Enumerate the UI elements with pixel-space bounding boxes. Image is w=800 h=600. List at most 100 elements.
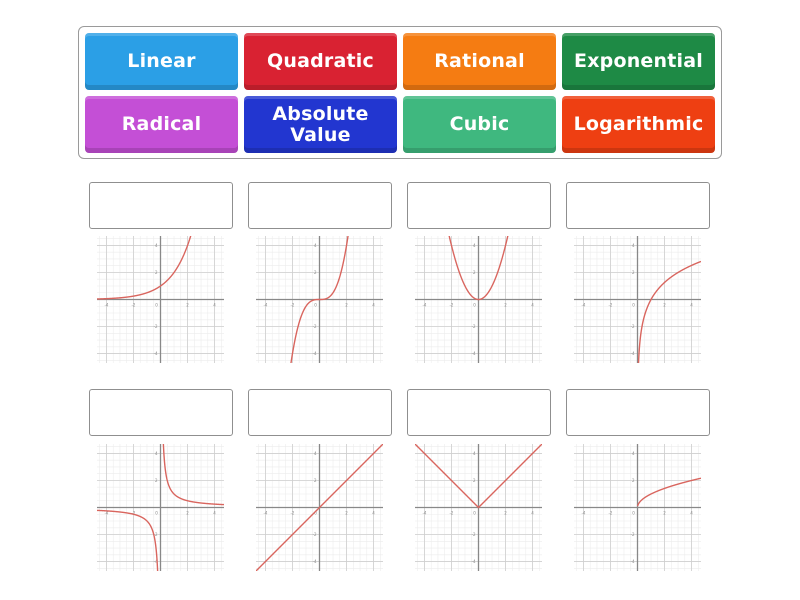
svg-text:-4: -4 <box>422 511 426 516</box>
svg-text:2: 2 <box>314 270 317 275</box>
svg-text:-4: -4 <box>263 511 267 516</box>
graph-linear: -4 -4 -2 -2 0 2 2 4 4 <box>256 444 383 571</box>
svg-text:2: 2 <box>155 478 158 483</box>
tile-exponential[interactable]: Exponential <box>562 33 715 90</box>
svg-text:-2: -2 <box>449 511 453 516</box>
graph-quadratic: -4 -4 -2 -2 0 2 2 4 4 <box>415 236 542 363</box>
svg-text:-2: -2 <box>313 324 317 329</box>
svg-text:2: 2 <box>186 303 189 308</box>
svg-text:4: 4 <box>632 243 635 248</box>
svg-text:-4: -4 <box>154 351 158 356</box>
drop-zone-5[interactable] <box>89 389 233 436</box>
svg-text:2: 2 <box>632 478 635 483</box>
svg-text:-4: -4 <box>104 303 108 308</box>
tile-cubic[interactable]: Cubic <box>403 96 556 153</box>
svg-text:4: 4 <box>213 511 216 516</box>
svg-text:-4: -4 <box>581 511 585 516</box>
svg-text:-2: -2 <box>154 324 158 329</box>
svg-text:2: 2 <box>473 270 476 275</box>
svg-text:-4: -4 <box>104 511 108 516</box>
svg-text:-2: -2 <box>472 532 476 537</box>
svg-text:2: 2 <box>314 478 317 483</box>
svg-text:4: 4 <box>314 243 317 248</box>
svg-text:-2: -2 <box>449 303 453 308</box>
svg-text:-2: -2 <box>131 303 135 308</box>
svg-text:0: 0 <box>473 511 476 516</box>
tile-quadratic[interactable]: Quadratic <box>244 33 397 90</box>
svg-text:-4: -4 <box>422 303 426 308</box>
tile-label: Exponential <box>574 50 703 72</box>
svg-text:4: 4 <box>473 243 476 248</box>
svg-text:-2: -2 <box>131 511 135 516</box>
drop-zone-7[interactable] <box>407 389 551 436</box>
svg-text:2: 2 <box>504 511 507 516</box>
svg-text:-2: -2 <box>472 324 476 329</box>
graph-radical: -4 -4 -2 -2 0 2 2 4 4 <box>574 444 701 571</box>
svg-text:0: 0 <box>473 303 476 308</box>
svg-text:0: 0 <box>632 511 635 516</box>
graph-absolute-value: -4 -4 -2 -2 0 2 2 4 4 <box>415 444 542 571</box>
svg-text:2: 2 <box>663 511 666 516</box>
svg-text:2: 2 <box>473 478 476 483</box>
svg-text:0: 0 <box>155 303 158 308</box>
drop-zone-4[interactable] <box>566 182 710 229</box>
svg-text:0: 0 <box>314 511 317 516</box>
svg-text:-2: -2 <box>631 532 635 537</box>
svg-text:4: 4 <box>372 303 375 308</box>
tile-label: Absolute Value <box>272 102 369 146</box>
svg-text:2: 2 <box>504 303 507 308</box>
svg-text:-4: -4 <box>472 351 476 356</box>
svg-text:4: 4 <box>690 303 693 308</box>
svg-text:-4: -4 <box>263 303 267 308</box>
svg-text:4: 4 <box>632 451 635 456</box>
svg-text:2: 2 <box>632 270 635 275</box>
svg-text:2: 2 <box>345 303 348 308</box>
svg-text:4: 4 <box>690 511 693 516</box>
svg-text:-4: -4 <box>313 559 317 564</box>
drop-zone-2[interactable] <box>248 182 392 229</box>
svg-text:0: 0 <box>155 511 158 516</box>
tile-label: Cubic <box>449 113 510 135</box>
svg-text:0: 0 <box>632 303 635 308</box>
svg-text:-4: -4 <box>154 559 158 564</box>
svg-text:-2: -2 <box>608 303 612 308</box>
graph-rational: -4 -4 -2 -2 0 2 2 4 4 <box>97 444 224 571</box>
drop-zone-8[interactable] <box>566 389 710 436</box>
svg-text:0: 0 <box>314 303 317 308</box>
graph-logarithmic: -4 -4 -2 -2 0 2 2 4 4 <box>574 236 701 363</box>
drop-zone-3[interactable] <box>407 182 551 229</box>
tile-radical[interactable]: Radical <box>85 96 238 153</box>
svg-text:-2: -2 <box>608 511 612 516</box>
svg-text:-4: -4 <box>313 351 317 356</box>
graph-cubic: -4 -4 -2 -2 0 2 2 4 4 <box>256 236 383 363</box>
svg-text:2: 2 <box>345 511 348 516</box>
svg-text:-4: -4 <box>631 351 635 356</box>
svg-text:2: 2 <box>663 303 666 308</box>
tile-linear[interactable]: Linear <box>85 33 238 90</box>
svg-text:-4: -4 <box>581 303 585 308</box>
svg-text:4: 4 <box>155 451 158 456</box>
tile-absolute-value[interactable]: Absolute Value <box>244 96 397 153</box>
svg-text:4: 4 <box>155 243 158 248</box>
svg-text:4: 4 <box>531 511 534 516</box>
svg-text:4: 4 <box>213 303 216 308</box>
tile-rational[interactable]: Rational <box>403 33 556 90</box>
svg-text:-4: -4 <box>631 559 635 564</box>
tile-label: Quadratic <box>267 50 374 72</box>
tile-label: Radical <box>121 113 202 135</box>
tile-label: Rational <box>434 50 525 72</box>
svg-text:-2: -2 <box>313 532 317 537</box>
svg-text:-2: -2 <box>290 303 294 308</box>
drop-zone-1[interactable] <box>89 182 233 229</box>
svg-text:4: 4 <box>372 511 375 516</box>
svg-text:4: 4 <box>314 451 317 456</box>
drop-zone-6[interactable] <box>248 389 392 436</box>
svg-text:-2: -2 <box>154 532 158 537</box>
tile-label: Linear <box>127 50 196 72</box>
svg-text:2: 2 <box>155 270 158 275</box>
svg-text:-2: -2 <box>290 511 294 516</box>
tile-label: Logarithmic <box>573 113 704 135</box>
graph-exponential: -4 -4 -2 -2 0 2 2 4 4 <box>97 236 224 363</box>
svg-text:2: 2 <box>186 511 189 516</box>
tile-logarithmic[interactable]: Logarithmic <box>562 96 715 153</box>
